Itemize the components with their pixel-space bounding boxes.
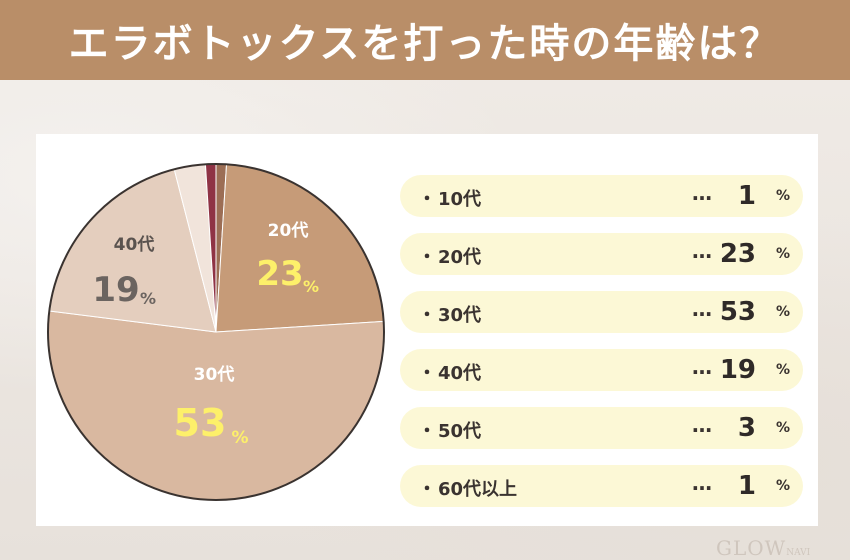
legend-unit: %: [776, 304, 791, 320]
legend-row: ・ 50代 … 3 %: [400, 407, 803, 449]
pie-outline: [47, 163, 385, 501]
slice-value-20: 23: [256, 254, 303, 294]
legend-row: ・ 30代 … 53 %: [400, 291, 803, 333]
slice-value-30: 53: [174, 401, 227, 445]
leader-dots: …: [692, 239, 712, 263]
legend-unit: %: [776, 478, 791, 494]
legend-label: 60代以上: [438, 479, 518, 500]
bullet-icon: ・: [418, 363, 436, 384]
leader-dots: …: [692, 413, 712, 437]
legend-row: ・ 10代 … 1 %: [400, 175, 803, 217]
brand-logo: GLOWNAVI: [716, 536, 810, 560]
bullet-icon: ・: [418, 305, 436, 326]
legend-unit: %: [776, 420, 791, 436]
bullet-icon: ・: [418, 479, 436, 500]
bullet-icon: ・: [418, 421, 436, 442]
pie-label-20: 20代 23 %: [256, 220, 319, 296]
slice-unit-20: %: [303, 277, 319, 296]
legend-value: 3: [737, 413, 756, 443]
pie-slice-1: [215, 163, 385, 333]
legend-row: ・ 60代以上 … 1 %: [400, 465, 803, 507]
leader-dots: …: [692, 471, 712, 495]
leader-dots: …: [692, 355, 712, 379]
slice-label-40: 40代: [114, 234, 155, 255]
pie-slices: [47, 163, 385, 501]
legend-row: ・ 40代 … 19 %: [400, 349, 803, 391]
slice-label-30: 30代: [194, 364, 235, 385]
legend-unit: %: [776, 188, 791, 204]
page-title: エラボトックスを打った時の年齢は？: [68, 21, 782, 67]
brand-logo-suffix: NAVI: [786, 548, 811, 558]
pie-label-30: 30代 53 %: [174, 364, 249, 448]
legend-label: 30代: [438, 305, 482, 326]
legend-label: 10代: [438, 189, 482, 210]
slice-value-40: 19: [92, 270, 139, 310]
brand-logo-text: GLOW: [716, 536, 787, 560]
leader-dots: …: [692, 297, 712, 321]
legend-value: 1: [737, 181, 756, 211]
legend-row: ・ 20代 … 23 %: [400, 233, 803, 275]
legend-value: 53: [719, 297, 756, 327]
legend-label: 50代: [438, 421, 482, 442]
legend-unit: %: [776, 362, 791, 378]
legend-unit: %: [776, 246, 791, 262]
legend-value: 1: [737, 471, 756, 501]
legend-value: 19: [719, 355, 756, 385]
leader-dots: …: [692, 181, 712, 205]
title-banner: エラボトックスを打った時の年齢は？: [0, 0, 850, 80]
legend-label: 20代: [438, 247, 482, 268]
slice-unit-30: %: [231, 428, 248, 448]
legend-value: 23: [719, 239, 756, 269]
bullet-icon: ・: [418, 189, 436, 210]
slice-unit-40: %: [140, 289, 156, 308]
pie-label-40: 40代 19 %: [92, 234, 156, 310]
legend-label: 40代: [438, 363, 482, 384]
slice-label-20: 20代: [268, 220, 309, 241]
bullet-icon: ・: [418, 247, 436, 268]
